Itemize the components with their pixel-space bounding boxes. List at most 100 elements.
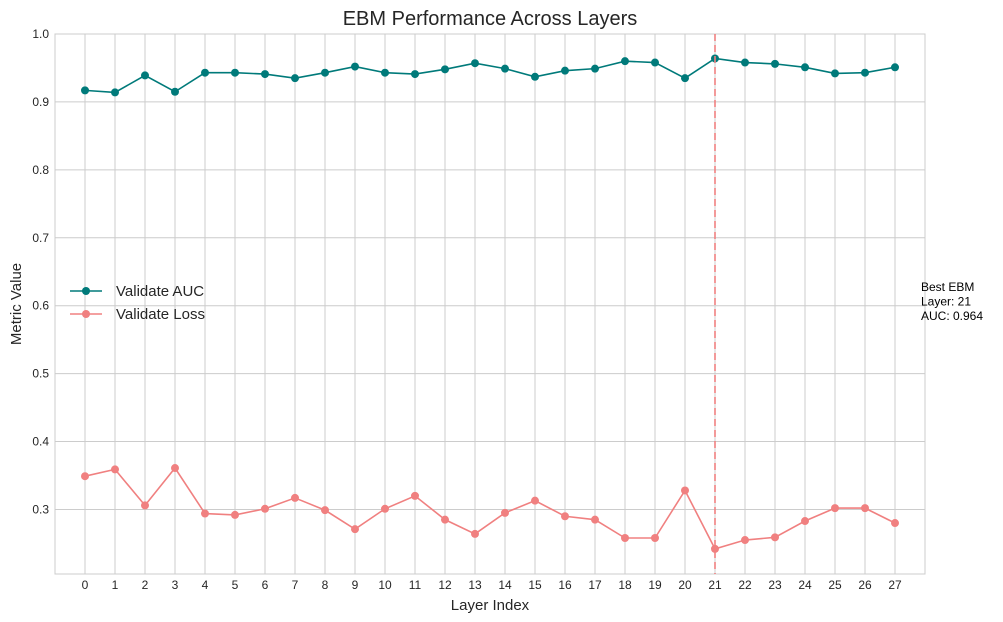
data-point [141,71,149,80]
data-point [651,534,659,542]
y-tick-label: 0.3 [32,502,49,516]
annotation-line: Layer: 21 [921,295,971,309]
data-point [741,536,749,545]
x-tick-label: 23 [768,578,782,592]
data-point [111,465,119,474]
data-point [381,68,389,77]
x-tick-label: 24 [798,578,812,592]
x-tick-label: 25 [828,578,842,592]
data-point [81,472,89,481]
data-point [171,87,179,96]
annotation-line: Best EBM [921,280,974,294]
data-point [351,62,359,71]
data-point [111,88,119,97]
data-point [321,68,329,77]
x-tick-label: 9 [352,578,359,592]
x-axis-label: Layer Index [451,597,530,614]
chart-title: EBM Performance Across Layers [343,8,638,30]
data-point [831,504,839,513]
annotation-line: AUC: 0.964 [921,309,983,323]
x-tick-label: 1 [112,578,119,592]
y-tick-label: 0.5 [32,367,49,381]
x-tick-label: 18 [618,578,632,592]
x-tick-label: 16 [558,578,572,592]
x-tick-label: 12 [438,578,452,592]
y-tick-label: 1.0 [32,27,49,41]
data-point [771,533,779,542]
legend-label: Validate Loss [116,306,205,323]
x-tick-label: 11 [409,578,422,592]
data-point [201,68,209,77]
data-point [621,534,629,542]
x-tick-label: 0 [82,578,89,592]
data-point [501,508,509,517]
data-point [411,70,419,79]
x-tick-label: 26 [858,578,872,592]
data-point [861,68,869,77]
series-line-0 [84,57,896,94]
x-tick-label: 20 [678,578,692,592]
data-point [291,74,299,83]
data-point [531,72,539,81]
legend-swatch-marker [82,287,90,295]
data-point [591,515,599,524]
x-tick-label: 8 [322,578,329,592]
tick-layer: 0 1 2 3 4 5 6 7 8 9 10 11 12 13 14 15 16 17 18 19 20 21 22 23 24… [32,27,902,592]
y-tick-label: 0.8 [32,163,49,177]
data-point [621,57,629,66]
data-point [651,58,659,67]
y-tick-label: 0.6 [32,299,49,313]
data-point [891,63,899,72]
x-tick-label: 10 [378,578,392,592]
x-tick-label: 17 [588,578,602,592]
y-axis-label: Metric Value [8,263,25,345]
x-tick-label: 6 [262,578,269,592]
grid-layer [55,33,925,574]
data-point [351,525,359,534]
x-tick-label: 15 [528,578,542,592]
data-point [561,512,569,521]
data-point [591,64,599,73]
y-tick-label: 0.9 [32,95,49,109]
x-tick-label: 3 [172,578,179,592]
legend-label: Validate AUC [116,283,204,300]
data-point [741,58,749,67]
legend: Validate AUC Validate Loss [70,283,205,323]
data-point [231,510,239,519]
x-tick-label: 5 [232,578,239,592]
data-point [801,517,809,526]
x-tick-label: 2 [142,578,149,592]
data-point [261,504,269,513]
plot-frame [54,33,926,575]
x-tick-label: 19 [648,578,662,592]
series-line-1 [84,466,896,550]
data-point [561,66,569,75]
data-point [441,65,449,74]
data-point [891,519,899,528]
data-point [321,506,329,515]
legend-swatch-marker [82,310,90,318]
data-point [81,86,89,95]
data-point [291,493,299,502]
x-tick-label: 7 [292,578,299,592]
data-point [231,68,239,77]
y-tick-label: 0.4 [32,435,49,449]
data-point [681,74,689,83]
data-point [201,509,209,518]
x-tick-label: 22 [738,578,752,592]
x-tick-label: 4 [202,578,209,592]
data-point [531,496,539,505]
data-point [471,529,479,538]
x-tick-label: 21 [708,578,722,592]
data-point [771,59,779,68]
series-layer [81,54,899,553]
x-tick-label: 13 [468,578,482,592]
data-point [861,504,869,513]
data-point [141,501,149,510]
data-point [411,491,419,500]
x-tick-label: 27 [888,578,902,592]
data-point [171,464,179,473]
y-tick-label: 0.7 [32,231,49,245]
